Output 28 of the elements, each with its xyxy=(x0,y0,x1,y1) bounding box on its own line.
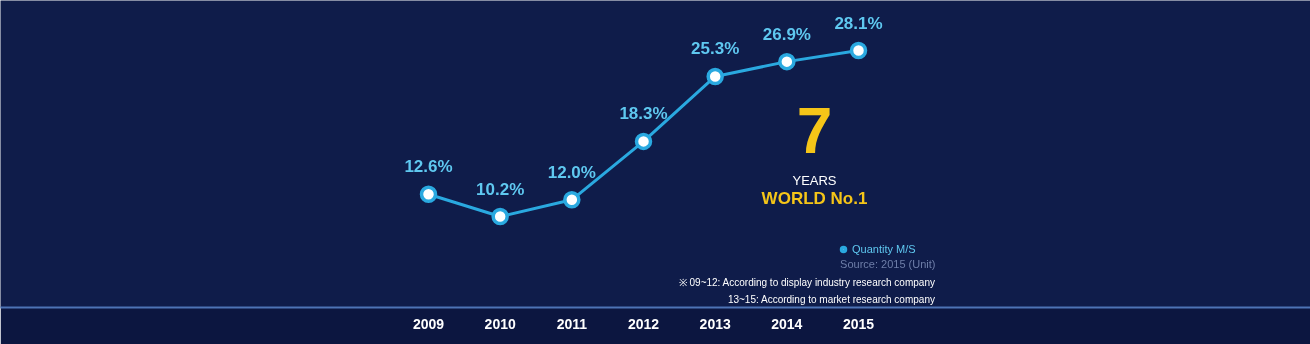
x-tick-label: 2009 xyxy=(412,315,445,332)
point xyxy=(849,41,868,60)
point xyxy=(419,185,438,203)
x-tick-label: 2012 xyxy=(627,315,660,332)
data-label: 10.2% xyxy=(476,179,525,199)
text: 13~15: According to market research company xyxy=(727,293,935,305)
x-tick-label: 2010 xyxy=(484,315,516,332)
annotation: 7 xyxy=(796,94,833,167)
annotation: YEARS xyxy=(792,172,837,188)
data-label: 28.1% xyxy=(834,13,883,33)
point xyxy=(778,52,796,71)
data-label: 26.9% xyxy=(762,24,811,44)
point xyxy=(706,67,724,86)
x-tick-label: 2011 xyxy=(556,315,588,332)
source-note: Source: 2015 (Unit) xyxy=(840,257,936,270)
x-tick-label: 2013 xyxy=(699,315,731,332)
text: ※ 09~12: According to display industry research company xyxy=(678,276,935,288)
data-label: 12.0% xyxy=(547,162,596,182)
legend-label: Quantity M/S xyxy=(852,243,916,255)
annotation: WORLD No.1 xyxy=(761,188,868,208)
data-label: 25.3% xyxy=(691,39,740,59)
point xyxy=(634,132,653,151)
data-label: 18.3% xyxy=(619,104,668,124)
x-tick-label: 2014 xyxy=(771,315,803,332)
data-label: 12.6% xyxy=(404,157,453,177)
x-tick-label: 2015 xyxy=(842,315,875,332)
point xyxy=(563,191,581,209)
point xyxy=(491,207,509,226)
